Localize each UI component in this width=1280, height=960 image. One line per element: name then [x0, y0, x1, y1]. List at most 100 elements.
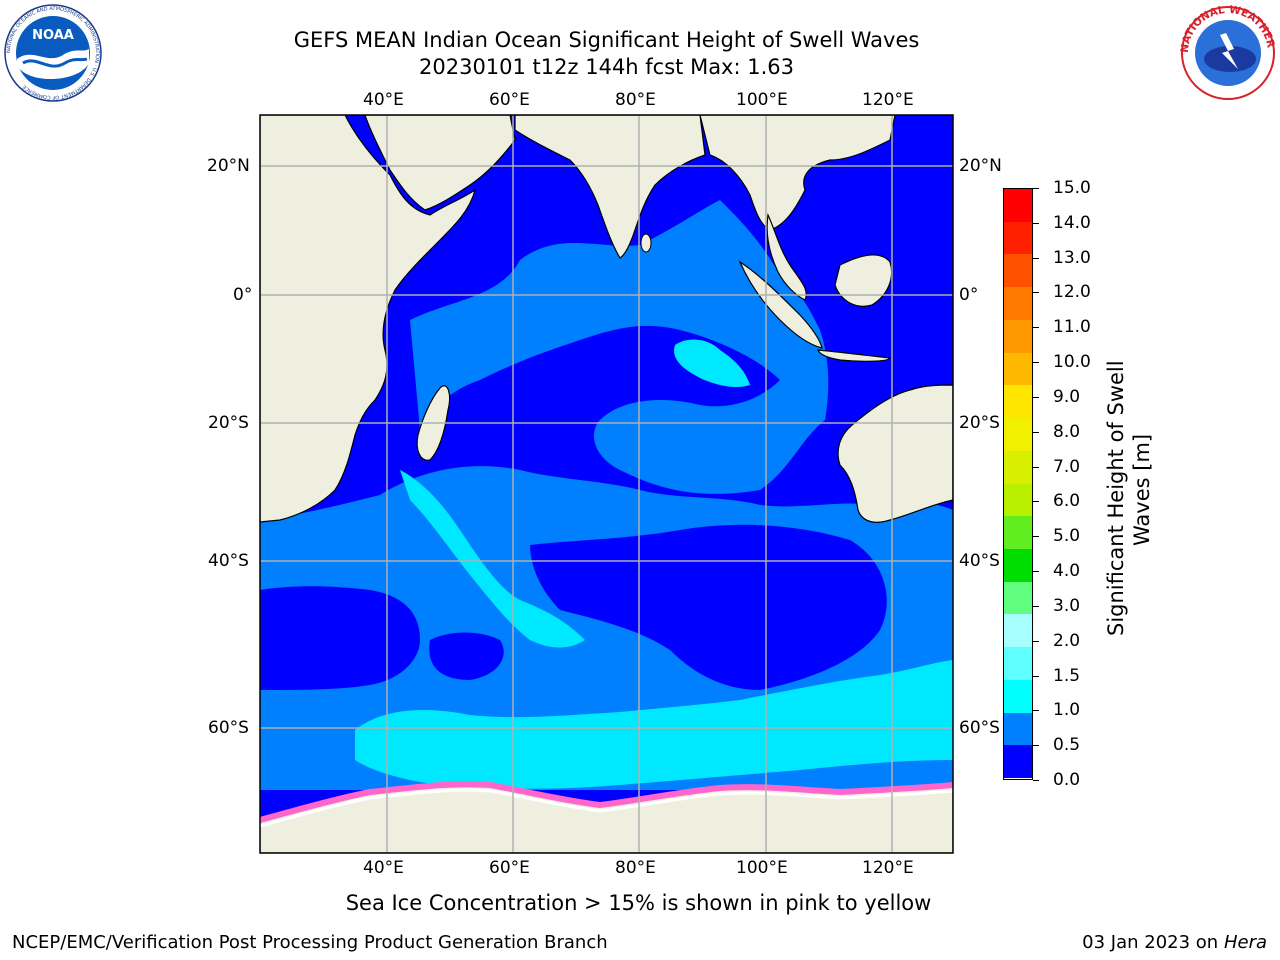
swell-0-0.5-pocket-mid	[429, 632, 504, 680]
footer-date: 03 Jan 2023 on Hera	[1082, 932, 1267, 953]
colorbar-tick	[1033, 431, 1039, 433]
colorbar-segment	[1004, 385, 1032, 419]
colorbar-tick	[1033, 571, 1039, 573]
land-arabia	[364, 115, 516, 211]
colorbar-tick-label: 7.0	[1053, 456, 1081, 477]
swell-1.0-1.5-band	[355, 660, 953, 789]
land-india	[514, 115, 706, 259]
colorbar-tick-label: 4.0	[1053, 561, 1081, 582]
sea-ice-fringe	[260, 781, 953, 823]
colorbar-tick	[1033, 640, 1039, 642]
lat-label-right: 40°S	[959, 551, 1000, 571]
colorbar-label-line1: Significant Height of Swell	[1104, 360, 1128, 636]
lat-label-right: 20°N	[959, 156, 1002, 176]
colorbar-segment	[1004, 548, 1032, 583]
swell-0.5-1.0-band	[410, 200, 829, 494]
footer-host: Hera	[1223, 932, 1267, 953]
colorbar-segment	[1004, 287, 1032, 321]
colorbar-tick	[1033, 675, 1039, 677]
colorbar-tick-label: 0.0	[1053, 770, 1081, 790]
lat-label-right: 20°S	[959, 413, 1000, 433]
land-australia	[837, 384, 953, 523]
swell-0-0.5-pocket-east	[530, 524, 887, 690]
chart-title: GEFS MEAN Indian Ocean Significant Heigh…	[293, 28, 920, 52]
colorbar-segment	[1004, 647, 1032, 681]
colorbar-tick-label: 8.0	[1053, 421, 1081, 442]
colorbar-tick-label: 15.0	[1053, 178, 1091, 198]
graticule	[260, 115, 953, 853]
colorbar-tick-label: 14.0	[1053, 212, 1091, 233]
colorbar	[1003, 188, 1033, 780]
colorbar-tick	[1033, 605, 1039, 607]
lon-label-bottom: 60°E	[489, 858, 530, 878]
colorbar-label-line2: Waves [m]	[1130, 433, 1154, 546]
colorbar-segment	[1004, 712, 1032, 746]
colorbar-tick	[1033, 362, 1039, 364]
swell-1.0-1.5-streak	[400, 470, 585, 648]
colorbar-tick-label: 1.5	[1053, 665, 1081, 686]
colorbar-segment	[1004, 516, 1032, 550]
colorbar-segment	[1004, 450, 1032, 484]
land-sri-lanka	[640, 233, 652, 253]
lon-label-top: 60°E	[489, 90, 530, 110]
colorbar-segment	[1004, 614, 1032, 648]
colorbar-tick	[1033, 745, 1039, 747]
colorbar-tick-labels: 15.0 14.0 13.0 12.0 11.0 10.0 9.0 8.0 7.0 6.0 5.0 4…	[1033, 178, 1123, 790]
sea-ice-inner	[260, 788, 953, 828]
colorbar-segment	[1004, 221, 1032, 255]
colorbar-segment	[1004, 745, 1032, 779]
colorbar-tick	[1033, 188, 1039, 189]
colorbar-segment	[1004, 581, 1032, 615]
lon-label-top: 40°E	[363, 90, 404, 110]
colorbar-tick-label: 2.0	[1053, 630, 1081, 651]
colorbar-tick	[1033, 536, 1039, 538]
lat-label-left: 40°S	[208, 551, 249, 571]
colorbar-segment	[1004, 679, 1032, 714]
colorbar-tick-label: 0.5	[1053, 735, 1081, 756]
swell-0-0.5-pocket-west	[260, 586, 420, 690]
lon-label-bottom: 120°E	[862, 858, 914, 878]
colorbar-tick	[1033, 466, 1039, 468]
colorbar-tick	[1033, 327, 1039, 329]
lat-label-left: 60°S	[208, 718, 249, 738]
colorbar-tick	[1033, 780, 1039, 781]
colorbar-tick-label: 10.0	[1053, 352, 1091, 373]
lon-label-bottom: 100°E	[736, 858, 788, 878]
colorbar-tick	[1033, 501, 1039, 503]
colorbar-tick	[1033, 257, 1039, 259]
colorbar-tick-label: 13.0	[1053, 247, 1091, 268]
colorbar-tick	[1033, 222, 1039, 224]
lat-label-left: 20°N	[207, 156, 250, 176]
nws-logo: NATIONAL WEATHER SERVICE	[1178, 3, 1277, 101]
colorbar-tick-label: 5.0	[1053, 526, 1081, 547]
swell-1.0-1.5-patch	[674, 339, 750, 388]
colorbar-tick	[1033, 292, 1039, 294]
chart-subtitle: 20230101 t12z 144h fcst Max: 1.63	[419, 55, 794, 79]
noaa-logo-text: NOAA	[32, 28, 74, 43]
colorbar-tick-label: 6.0	[1053, 491, 1081, 512]
colorbar-segment	[1004, 189, 1032, 223]
lon-label-top: 80°E	[615, 90, 656, 110]
lon-label-top: 100°E	[736, 90, 788, 110]
colorbar-segment	[1004, 352, 1032, 386]
lon-label-top: 120°E	[862, 90, 914, 110]
colorbar-tick-label: 1.0	[1053, 700, 1081, 721]
lat-label-left: 0°	[233, 285, 253, 305]
colorbar-segment	[1004, 483, 1032, 517]
lat-label-right: 0°	[959, 285, 979, 305]
land-java	[817, 349, 891, 362]
colorbar-segment	[1004, 319, 1032, 354]
sea-ice-annotation: Sea Ice Concentration > 15% is shown in …	[345, 891, 932, 915]
land-malay-peninsula	[766, 212, 807, 301]
land-borneo	[834, 254, 893, 307]
colorbar-segment	[1004, 418, 1032, 452]
swell-0.5-1.0-patch	[640, 502, 727, 517]
colorbar-tick-label: 11.0	[1053, 317, 1091, 338]
lon-label-bottom: 80°E	[615, 858, 656, 878]
land-indochina	[699, 115, 896, 231]
colorbar-tick-label: 9.0	[1053, 386, 1081, 407]
footer-producer: NCEP/EMC/Verification Post Processing Pr…	[12, 932, 608, 953]
colorbar-segment	[1004, 254, 1032, 288]
colorbar-tick-label: 12.0	[1053, 282, 1091, 303]
